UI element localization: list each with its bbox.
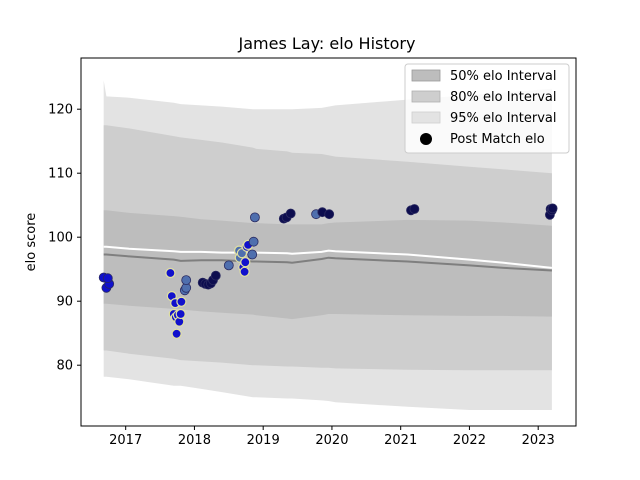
legend-frame	[404, 63, 570, 154]
post-match-point	[249, 212, 260, 223]
band-50	[103, 210, 552, 320]
x-tick-label: 2022	[453, 433, 486, 448]
post-match-point	[175, 308, 186, 320]
x-axis: 2017 2018 2019 2020 2021 2022 2023	[109, 426, 555, 448]
y-tick-label: 80	[56, 359, 73, 374]
interval-bands	[103, 80, 552, 411]
post-match-point	[547, 203, 558, 214]
legend-swatch-50	[411, 69, 441, 82]
post-match-point	[409, 204, 420, 214]
trend-lines	[103, 245, 553, 272]
post-match-point	[176, 296, 187, 307]
legend-label-80: 80% elo Interval	[450, 90, 557, 105]
legend-label-50: 50% elo Interval	[450, 69, 557, 84]
y-axis-label: elo score	[24, 213, 39, 272]
post-match-point	[223, 260, 234, 271]
legend-label-post-match: Post Match elo	[450, 132, 545, 147]
post-match-point	[248, 236, 259, 247]
post-match-point	[247, 249, 258, 260]
x-tick-label: 2017	[109, 433, 142, 448]
legend-swatch-80	[411, 90, 441, 103]
post-match-point	[102, 273, 113, 284]
chart-title: James Lay: elo History	[238, 34, 416, 53]
x-tick-label: 2018	[178, 433, 211, 448]
x-tick-label: 2021	[384, 433, 417, 448]
plot-frame	[80, 57, 577, 427]
legend-label-95: 95% elo Interval	[450, 111, 557, 126]
post-match-points	[98, 203, 558, 339]
y-tick-label: 120	[48, 103, 73, 118]
x-tick-label: 2023	[522, 433, 555, 448]
post-match-point	[210, 270, 221, 281]
legend: 50% elo Interval 80% elo Interval 95% el…	[404, 63, 570, 154]
post-match-point	[239, 266, 250, 277]
plot-area	[98, 80, 558, 411]
prior-elo-line	[103, 253, 552, 272]
post-match-point	[324, 209, 335, 220]
legend-marker-post-match	[420, 133, 432, 145]
post-match-point	[171, 328, 182, 339]
y-tick-label: 110	[48, 167, 73, 182]
post-match-point	[240, 257, 251, 268]
y-tick-label: 90	[56, 295, 73, 310]
post-match-point	[181, 275, 192, 286]
y-tick-label: 100	[48, 231, 73, 246]
x-tick-label: 2020	[315, 433, 348, 448]
mean-elo-line	[103, 245, 553, 269]
post-match-point	[165, 267, 176, 279]
x-tick-label: 2019	[247, 433, 280, 448]
post-match-point	[285, 208, 296, 219]
legend-swatch-95	[411, 111, 441, 124]
y-axis: 80 90 100 110 120	[48, 103, 81, 374]
